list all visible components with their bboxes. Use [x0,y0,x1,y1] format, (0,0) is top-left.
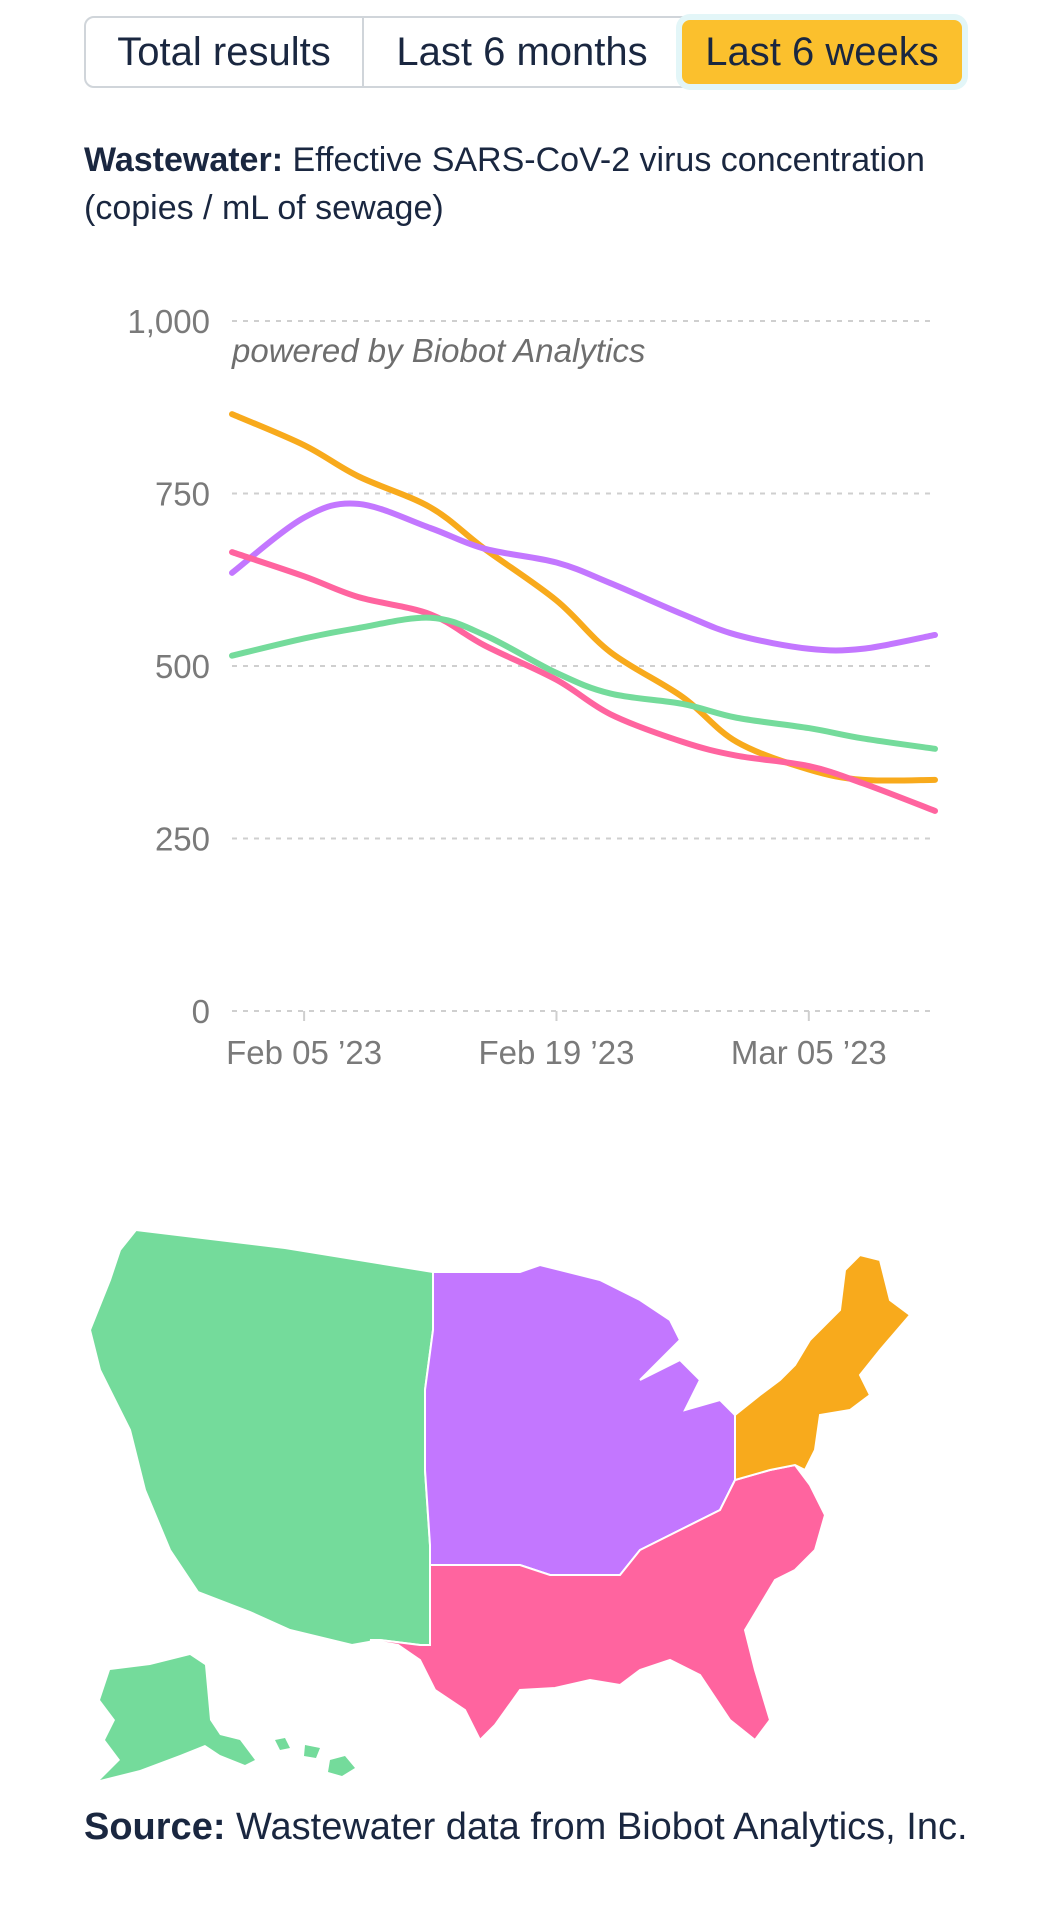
source-bold: Source: [84,1806,226,1848]
source-note: Source: Wastewater data from Biobot Anal… [84,1806,968,1849]
map-region-hawaii [275,1738,355,1776]
x-tick-label: Feb 05 ’23 [226,1034,382,1071]
tab-last-6-weeks[interactable]: Last 6 weeks [682,20,962,84]
watermark-text: powered by Biobot Analytics [231,332,645,369]
series-line [229,549,938,814]
tab-last-6-months[interactable]: Last 6 months [396,29,648,74]
map-region-south [369,1463,827,1742]
map-region-alaska [100,1655,255,1780]
series-line [229,500,938,654]
wastewater-line-chart: 0 250 500 750 1,000 Feb 05 ’23 Feb 19 ’23 Mar 0… [127,303,938,1071]
y-tick-label: 0 [192,993,210,1030]
heading-bold: Wastewater: [84,141,284,179]
map-region-west [88,1228,434,1647]
y-tick-label: 250 [155,821,210,858]
x-tick-label: Mar 05 ’23 [731,1034,887,1071]
us-regions-map [88,1228,912,1780]
x-tick-label: Feb 19 ’23 [478,1034,634,1071]
y-tick-label: 750 [155,476,210,513]
series-line [229,614,938,752]
heading-text: Effective SARS-CoV-2 virus concentration… [84,141,925,227]
series-line [229,411,938,784]
map-region-northeast [734,1253,912,1482]
tab-total-results[interactable]: Total results [86,18,364,86]
chart-heading: Wastewater: Effective SARS-CoV-2 virus c… [84,136,984,232]
y-tick-label: 500 [155,648,210,685]
range-tabs: Total results Last 6 months Last 6 weeks [84,16,966,88]
source-text: Wastewater data from Biobot Analytics, I… [236,1806,968,1848]
y-tick-label: 1,000 [127,303,210,340]
